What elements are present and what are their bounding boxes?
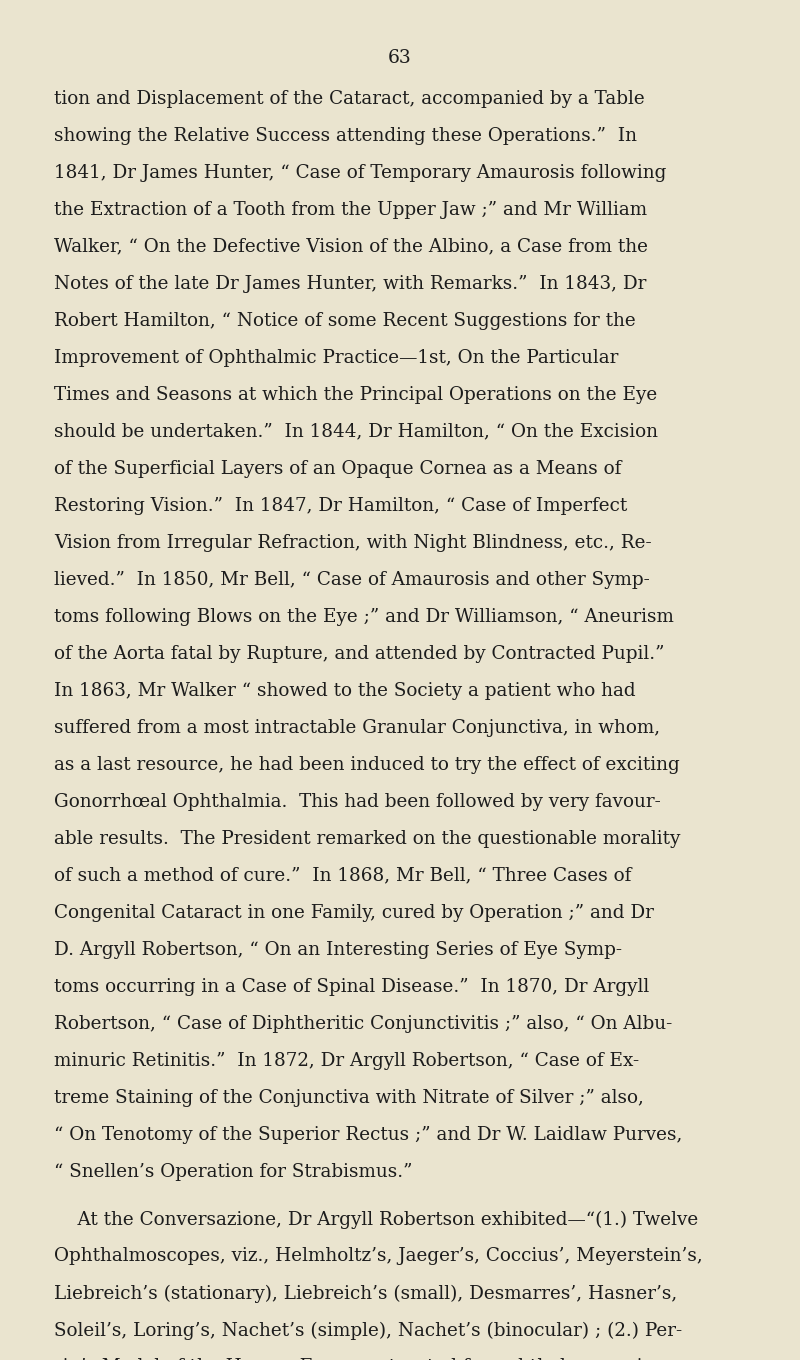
Text: At the Conversazione, Dr Argyll Robertson exhibited—“(1.) Twelve: At the Conversazione, Dr Argyll Robertso… [54, 1210, 698, 1228]
Text: toms following Blows on the Eye ;” and Dr Williamson, “ Aneurism: toms following Blows on the Eye ;” and D… [54, 608, 674, 626]
Text: as a last resource, he had been induced to try the effect of exciting: as a last resource, he had been induced … [54, 756, 680, 774]
Text: Walker, “ On the Defective Vision of the Albino, a Case from the: Walker, “ On the Defective Vision of the… [54, 238, 648, 256]
Text: Improvement of Ophthalmic Practice—1st, On the Particular: Improvement of Ophthalmic Practice—1st, … [54, 348, 618, 367]
Text: suffered from a most intractable Granular Conjunctiva, in whom,: suffered from a most intractable Granula… [54, 718, 661, 737]
Text: Liebreich’s (stationary), Liebreich’s (small), Desmarres’, Hasner’s,: Liebreich’s (stationary), Liebreich’s (s… [54, 1284, 678, 1303]
Text: Ophthalmoscopes, viz., Helmholtz’s, Jaeger’s, Coccius’, Meyerstein’s,: Ophthalmoscopes, viz., Helmholtz’s, Jaeg… [54, 1247, 703, 1265]
Text: Times and Seasons at which the Principal Operations on the Eye: Times and Seasons at which the Principal… [54, 386, 658, 404]
Text: In 1863, Mr Walker “ showed to the Society a patient who had: In 1863, Mr Walker “ showed to the Socie… [54, 681, 636, 699]
Text: 63: 63 [388, 49, 412, 67]
Text: Robert Hamilton, “ Notice of some Recent Suggestions for the: Robert Hamilton, “ Notice of some Recent… [54, 311, 636, 329]
Text: D. Argyll Robertson, “ On an Interesting Series of Eye Symp-: D. Argyll Robertson, “ On an Interesting… [54, 941, 622, 959]
Text: Restoring Vision.”  In 1847, Dr Hamilton, “ Case of Imperfect: Restoring Vision.” In 1847, Dr Hamilton,… [54, 496, 628, 514]
Text: tion and Displacement of the Cataract, accompanied by a Table: tion and Displacement of the Cataract, a… [54, 90, 645, 107]
Text: Soleil’s, Loring’s, Nachet’s (simple), Nachet’s (binocular) ; (2.) Per-: Soleil’s, Loring’s, Nachet’s (simple), N… [54, 1322, 682, 1340]
Text: minuric Retinitis.”  In 1872, Dr Argyll Robertson, “ Case of Ex-: minuric Retinitis.” In 1872, Dr Argyll R… [54, 1051, 639, 1069]
Text: lieved.”  In 1850, Mr Bell, “ Case of Amaurosis and other Symp-: lieved.” In 1850, Mr Bell, “ Case of Ama… [54, 571, 650, 589]
Text: should be undertaken.”  In 1844, Dr Hamilton, “ On the Excision: should be undertaken.” In 1844, Dr Hamil… [54, 423, 658, 441]
Text: “ Snellen’s Operation for Strabismus.”: “ Snellen’s Operation for Strabismus.” [54, 1163, 413, 1180]
Text: rin’s Model of the Human Eye, constructed for ophthalmoscopic: rin’s Model of the Human Eye, constructe… [54, 1359, 654, 1360]
Text: Congenital Cataract in one Family, cured by Operation ;” and Dr: Congenital Cataract in one Family, cured… [54, 903, 654, 922]
Text: toms occurring in a Case of Spinal Disease.”  In 1870, Dr Argyll: toms occurring in a Case of Spinal Disea… [54, 978, 650, 996]
Text: of the Aorta fatal by Rupture, and attended by Contracted Pupil.”: of the Aorta fatal by Rupture, and atten… [54, 645, 665, 662]
Text: Robertson, “ Case of Diphtheritic Conjunctivitis ;” also, “ On Albu-: Robertson, “ Case of Diphtheritic Conjun… [54, 1015, 673, 1032]
Text: Gonorrhœal Ophthalmia.  This had been followed by very favour-: Gonorrhœal Ophthalmia. This had been fol… [54, 793, 661, 811]
Text: able results.  The President remarked on the questionable morality: able results. The President remarked on … [54, 830, 681, 847]
Text: showing the Relative Success attending these Operations.”  In: showing the Relative Success attending t… [54, 126, 638, 144]
Text: the Extraction of a Tooth from the Upper Jaw ;” and Mr William: the Extraction of a Tooth from the Upper… [54, 201, 647, 219]
Text: of such a method of cure.”  In 1868, Mr Bell, “ Three Cases of: of such a method of cure.” In 1868, Mr B… [54, 866, 632, 884]
Text: Notes of the late Dr James Hunter, with Remarks.”  In 1843, Dr: Notes of the late Dr James Hunter, with … [54, 275, 646, 292]
Text: treme Staining of the Conjunctiva with Nitrate of Silver ;” also,: treme Staining of the Conjunctiva with N… [54, 1088, 644, 1107]
Text: 1841, Dr James Hunter, “ Case of Temporary Amaurosis following: 1841, Dr James Hunter, “ Case of Tempora… [54, 163, 666, 182]
Text: “ On Tenotomy of the Superior Rectus ;” and Dr W. Laidlaw Purves,: “ On Tenotomy of the Superior Rectus ;” … [54, 1126, 682, 1144]
Text: Vision from Irregular Refraction, with Night Blindness, etc., Re-: Vision from Irregular Refraction, with N… [54, 533, 652, 552]
Text: of the Superficial Layers of an Opaque Cornea as a Means of: of the Superficial Layers of an Opaque C… [54, 460, 622, 477]
